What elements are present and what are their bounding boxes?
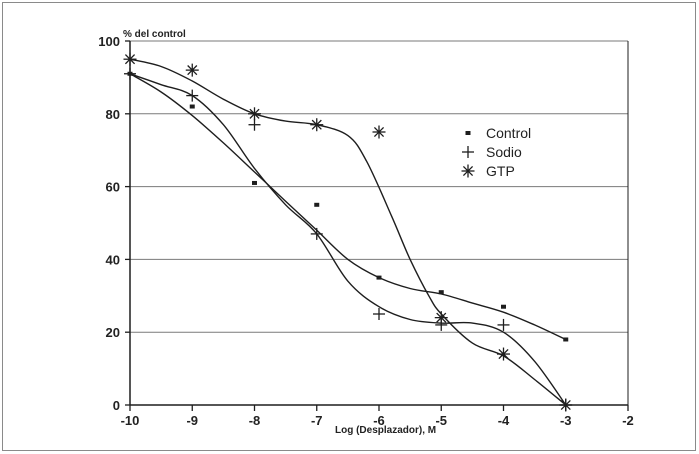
- x-tick-label: -6: [373, 413, 385, 428]
- data-point-sodio: [497, 318, 510, 331]
- x-tick-label: -3: [560, 413, 572, 428]
- data-point-control: [438, 290, 444, 295]
- y-tick-label: 60: [106, 180, 120, 195]
- curve-gtp: [129, 58, 567, 406]
- x-tick-label: -8: [249, 413, 261, 428]
- square-marker-shape: [563, 337, 569, 342]
- legend: Control Sodio GTP: [461, 125, 531, 179]
- data-point-gtp: [434, 311, 448, 325]
- x-tick-label: -7: [311, 413, 323, 428]
- square-marker-shape: [501, 304, 506, 309]
- curve-control: [129, 73, 567, 341]
- y-axis-title: % del control: [123, 29, 186, 40]
- asterisk-marker-d2: [498, 348, 509, 360]
- data-point-control: [252, 180, 257, 185]
- data-point-sodio: [124, 67, 136, 80]
- data-point-sodio: [248, 118, 261, 131]
- data-point-gtp: [185, 63, 199, 77]
- axes: [129, 41, 629, 406]
- asterisk-marker-d2: [436, 312, 447, 323]
- curve-sodio: [129, 73, 567, 406]
- grid-lines: [130, 40, 628, 333]
- series-curves: [129, 58, 567, 406]
- y-tick-label: 40: [106, 252, 120, 267]
- tick-marks: 0 20 40 60 80 100 -10 -9 -8 -7 -6 -5 -4 -3 -2: [98, 34, 633, 428]
- data-point-gtp: [372, 125, 386, 139]
- y-tick-label: 100: [98, 34, 120, 49]
- x-tick-label: -5: [435, 413, 447, 428]
- legend-label-sodio: Sodio: [486, 144, 522, 160]
- series-markers: [123, 52, 573, 412]
- asterisk-marker-d2: [124, 54, 136, 65]
- asterisk-marker-d2: [373, 126, 385, 138]
- data-point-control: [189, 104, 195, 109]
- data-point-control: [563, 337, 569, 342]
- data-point-gtp: [123, 52, 137, 66]
- x-tick-label: -4: [498, 413, 510, 428]
- asterisk-marker-d2: [560, 399, 571, 411]
- asterisk-marker-d2: [187, 65, 198, 76]
- data-point-sodio: [186, 89, 199, 102]
- data-point-control: [501, 304, 506, 309]
- x-tick-label: -9: [186, 413, 198, 428]
- asterisk-marker-d2: [462, 165, 474, 177]
- x-tick-label: -2: [622, 413, 634, 428]
- x-tick-label: -10: [121, 413, 140, 428]
- data-point-gtp: [559, 398, 573, 412]
- square-marker-shape: [252, 180, 257, 185]
- data-point-gtp: [310, 118, 324, 132]
- legend-marker-sodio: [462, 146, 474, 158]
- data-point-control: [314, 202, 320, 207]
- data-point-gtp: [248, 107, 261, 121]
- x-axis-title: Log (Desplazador), M: [335, 425, 436, 436]
- legend-marker-gtp: [461, 164, 475, 178]
- square-marker-shape: [314, 202, 320, 207]
- legend-marker-control: [465, 131, 471, 135]
- data-point-gtp: [497, 347, 510, 361]
- y-tick-label: 0: [113, 398, 120, 413]
- data-point-control: [376, 275, 382, 280]
- square-marker-shape: [465, 131, 471, 135]
- legend-label-gtp: GTP: [486, 163, 515, 179]
- legend-label-control: Control: [486, 125, 531, 141]
- square-marker-shape: [376, 275, 382, 280]
- asterisk-marker-d2: [311, 119, 322, 130]
- y-tick-label: 20: [106, 325, 120, 340]
- square-marker-shape: [189, 104, 195, 109]
- square-marker-shape: [438, 290, 444, 295]
- data-point-sodio: [373, 308, 385, 320]
- y-tick-label: 80: [106, 107, 120, 122]
- asterisk-marker-d2: [249, 108, 260, 119]
- data-point-sodio: [310, 227, 323, 240]
